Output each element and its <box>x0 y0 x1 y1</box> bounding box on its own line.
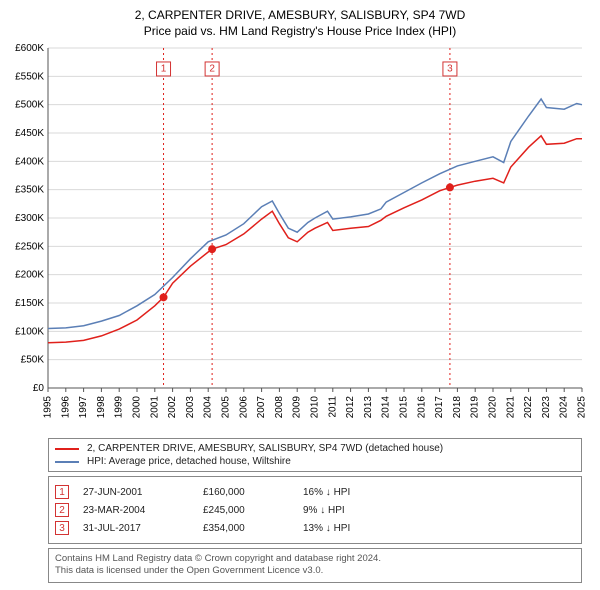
y-axis-label: £350K <box>15 185 44 196</box>
y-axis-label: £150K <box>15 298 44 309</box>
legend-row: 2, CARPENTER DRIVE, AMESBURY, SALISBURY,… <box>55 443 575 454</box>
x-axis-label: 2007 <box>256 396 267 419</box>
x-axis-label: 2017 <box>434 396 445 419</box>
attribution-line-1: Contains HM Land Registry data © Crown c… <box>55 553 575 565</box>
x-axis-label: 2009 <box>292 396 303 419</box>
x-axis-label: 1999 <box>114 396 125 419</box>
attribution-line-2: This data is licensed under the Open Gov… <box>55 565 575 577</box>
event-price: £245,000 <box>203 505 303 516</box>
title-line-1: 2, CARPENTER DRIVE, AMESBURY, SALISBURY,… <box>6 8 594 22</box>
event-price: £160,000 <box>203 487 303 498</box>
y-axis-label: £550K <box>15 71 44 82</box>
title-line-2: Price paid vs. HM Land Registry's House … <box>6 24 594 38</box>
x-axis-label: 2010 <box>310 396 321 419</box>
line-chart: £0 £50K £100K £150K £200K £250K £300K £350K £400… <box>6 42 594 432</box>
event-price: £354,000 <box>203 523 303 534</box>
x-axis-label: 2018 <box>452 396 463 419</box>
x-axis-label: 2006 <box>238 396 249 419</box>
x-axis-label: 2015 <box>399 396 410 419</box>
x-axis-label: 2004 <box>203 396 214 419</box>
x-axis-label: 2003 <box>185 396 196 419</box>
attribution-box: Contains HM Land Registry data © Crown c… <box>48 548 582 583</box>
event-row: 1 27-JUN-2001£160,00016% ↓ HPI <box>55 483 575 501</box>
chart-area: £0 £50K £100K £150K £200K £250K £300K £350K £400… <box>6 42 594 432</box>
marker-badge-number: 1 <box>161 63 167 74</box>
x-axis-label: 2002 <box>167 396 178 419</box>
x-axis-label: 2001 <box>149 396 160 419</box>
events-box: 1 27-JUN-2001£160,00016% ↓ HPI 2 23-MAR-200… <box>48 476 582 544</box>
event-row: 2 23-MAR-2004£245,0009% ↓ HPI <box>55 501 575 519</box>
event-badge: 3 <box>55 521 69 535</box>
y-axis-label: £500K <box>15 100 44 111</box>
legend-swatch <box>55 461 79 463</box>
y-axis-label: £0 <box>33 383 45 394</box>
x-axis-label: 2021 <box>505 396 516 419</box>
event-delta: 16% ↓ HPI <box>303 487 423 498</box>
legend-box: 2, CARPENTER DRIVE, AMESBURY, SALISBURY,… <box>48 438 582 472</box>
x-axis-label: 2016 <box>416 396 427 419</box>
x-axis-label: 2023 <box>541 396 552 419</box>
marker-badge-number: 3 <box>447 63 453 74</box>
marker-badge-number: 2 <box>209 63 215 74</box>
y-axis-label: £200K <box>15 270 44 281</box>
y-axis-label: £100K <box>15 326 44 337</box>
x-axis-label: 1995 <box>43 396 54 419</box>
event-delta: 9% ↓ HPI <box>303 505 423 516</box>
x-axis-label: 2012 <box>345 396 356 419</box>
event-row: 3 31-JUL-2017£354,00013% ↓ HPI <box>55 519 575 537</box>
x-axis-label: 2000 <box>132 396 143 419</box>
chart-titles: 2, CARPENTER DRIVE, AMESBURY, SALISBURY,… <box>6 8 594 38</box>
x-axis-label: 2008 <box>274 396 285 419</box>
x-axis-label: 2005 <box>221 396 232 419</box>
legend-swatch <box>55 448 79 450</box>
event-badge: 2 <box>55 503 69 517</box>
x-axis-label: 2011 <box>327 396 338 418</box>
x-axis-label: 1996 <box>60 396 71 419</box>
x-axis-label: 2019 <box>470 396 481 419</box>
y-axis-label: £450K <box>15 128 44 139</box>
series-property <box>48 136 582 343</box>
x-axis-label: 1997 <box>78 396 89 419</box>
legend-label: 2, CARPENTER DRIVE, AMESBURY, SALISBURY,… <box>87 443 443 454</box>
x-axis-label: 2025 <box>577 396 588 419</box>
y-axis-label: £50K <box>21 355 45 366</box>
y-axis-label: £250K <box>15 241 44 252</box>
x-axis-label: 1998 <box>96 396 107 419</box>
legend-row: HPI: Average price, detached house, Wilt… <box>55 456 575 467</box>
event-date: 31-JUL-2017 <box>83 523 203 534</box>
event-date: 23-MAR-2004 <box>83 505 203 516</box>
x-axis-label: 2013 <box>363 396 374 419</box>
x-axis-label: 2024 <box>559 396 570 419</box>
y-axis-label: £600K <box>15 43 44 54</box>
y-axis-label: £300K <box>15 213 44 224</box>
event-delta: 13% ↓ HPI <box>303 523 423 534</box>
legend-label: HPI: Average price, detached house, Wilt… <box>87 456 291 467</box>
x-axis-label: 2022 <box>523 396 534 419</box>
event-date: 27-JUN-2001 <box>83 487 203 498</box>
y-axis-label: £400K <box>15 156 44 167</box>
x-axis-label: 2020 <box>488 396 499 419</box>
event-badge: 1 <box>55 485 69 499</box>
x-axis-label: 2014 <box>381 396 392 419</box>
